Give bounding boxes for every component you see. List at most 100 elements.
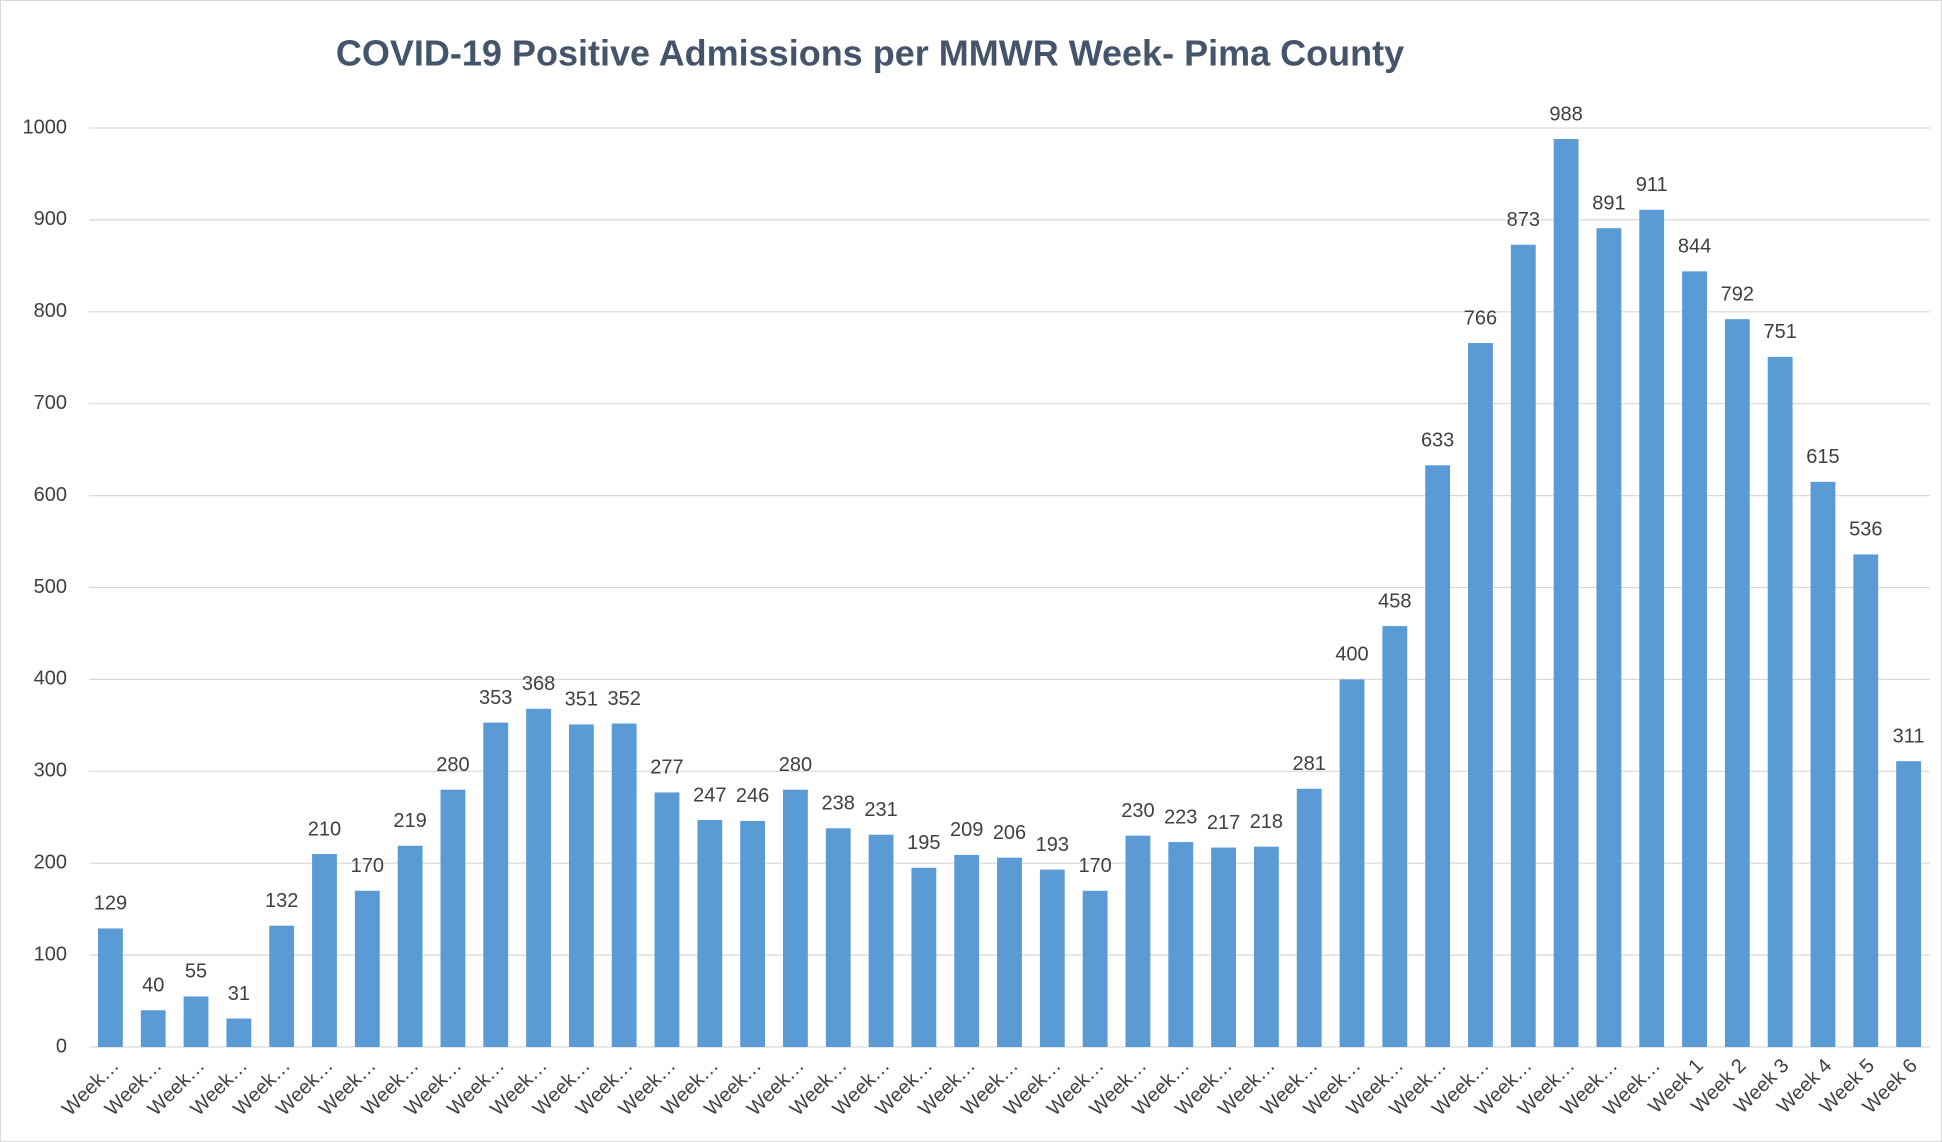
y-tick-label: 300: [34, 760, 67, 782]
bar: [140, 1010, 166, 1047]
bar: [1168, 842, 1194, 1047]
bar: [611, 723, 637, 1047]
y-tick-label: 100: [34, 943, 67, 965]
data-label: 247: [693, 784, 726, 806]
bar: [1253, 846, 1279, 1047]
bar: [1468, 343, 1493, 1047]
y-tick-label: 200: [34, 851, 67, 873]
bar: [183, 996, 209, 1047]
data-label: 206: [993, 822, 1026, 844]
data-label: 277: [650, 757, 683, 779]
bar: [312, 854, 337, 1047]
data-label: 536: [1849, 519, 1882, 541]
data-label: 193: [1036, 834, 1069, 856]
data-label: 351: [565, 689, 598, 711]
bar: [1596, 228, 1622, 1047]
bar: [568, 724, 594, 1047]
data-label: 844: [1678, 236, 1711, 258]
bar: [1125, 835, 1151, 1047]
data-label: 281: [1293, 753, 1326, 775]
bar: [740, 820, 766, 1047]
bar: [1382, 626, 1408, 1047]
y-tick-label: 400: [34, 668, 67, 690]
data-label: 911: [1636, 174, 1668, 196]
data-label: 246: [736, 785, 769, 807]
data-label: 195: [907, 832, 940, 854]
bar: [954, 854, 980, 1047]
data-label: 615: [1806, 446, 1839, 468]
data-label: 400: [1335, 644, 1368, 666]
data-label: 633: [1421, 430, 1454, 452]
data-label: 219: [393, 810, 426, 832]
data-label: 988: [1549, 103, 1582, 125]
data-label: 217: [1207, 812, 1240, 834]
data-label: 458: [1378, 590, 1411, 612]
data-label: 55: [185, 961, 207, 983]
bar: [526, 708, 551, 1047]
data-label: 280: [779, 754, 812, 776]
bar: [1553, 139, 1579, 1047]
data-label: 280: [436, 754, 469, 776]
data-label: 311: [1893, 725, 1925, 747]
bar: [825, 828, 851, 1047]
data-label: 129: [94, 893, 127, 915]
bar: [1682, 271, 1707, 1047]
bar: [997, 857, 1022, 1047]
bar: [97, 928, 123, 1047]
data-label: 873: [1507, 209, 1540, 231]
data-label: 223: [1164, 806, 1197, 828]
chart-title: COVID-19 Positive Admissions per MMWR We…: [336, 33, 1404, 74]
data-label: 31: [228, 983, 250, 1005]
y-tick-label: 800: [34, 300, 67, 322]
bar: [1339, 679, 1365, 1047]
data-label: 238: [822, 793, 855, 815]
bar: [1425, 465, 1451, 1047]
bar: [1724, 319, 1750, 1048]
data-label: 40: [142, 975, 164, 997]
y-tick-label: 0: [56, 1035, 67, 1057]
bar: [1211, 847, 1236, 1047]
bar: [1039, 869, 1065, 1047]
bar: [1510, 244, 1536, 1047]
bar: [397, 845, 423, 1047]
data-label: 766: [1464, 307, 1497, 329]
data-label: 230: [1121, 800, 1154, 822]
bar: [1639, 209, 1665, 1047]
bar: [269, 925, 295, 1047]
bar: [483, 722, 509, 1047]
bar: [783, 789, 808, 1047]
y-tick-label: 500: [34, 576, 67, 598]
bar: [226, 1018, 252, 1047]
bar: [1296, 788, 1322, 1047]
bar: [654, 792, 680, 1047]
bar: [440, 789, 466, 1047]
data-label: 368: [522, 673, 555, 695]
bar: [1896, 761, 1922, 1047]
y-tick-label: 700: [34, 392, 67, 414]
y-tick-label: 900: [34, 208, 67, 230]
data-label: 132: [265, 890, 298, 912]
bar: [1810, 481, 1836, 1047]
bar: [697, 820, 723, 1047]
data-label: 209: [950, 819, 983, 841]
y-tick-label: 600: [34, 484, 67, 506]
bar: [1082, 890, 1108, 1047]
data-label: 792: [1721, 283, 1754, 305]
bar: [1767, 356, 1793, 1047]
bar: [868, 834, 894, 1047]
data-label: 170: [1078, 855, 1111, 877]
data-label: 751: [1763, 321, 1796, 343]
data-label: 170: [351, 855, 384, 877]
data-label: 231: [864, 799, 897, 821]
bar: [1853, 554, 1879, 1047]
bar: [354, 890, 380, 1047]
data-label: 210: [308, 818, 341, 840]
data-label: 218: [1250, 811, 1283, 833]
y-tick-label: 1000: [23, 116, 68, 138]
data-label: 891: [1592, 192, 1625, 214]
bar: [911, 867, 937, 1047]
data-label: 353: [479, 687, 512, 709]
data-label: 352: [607, 688, 640, 710]
